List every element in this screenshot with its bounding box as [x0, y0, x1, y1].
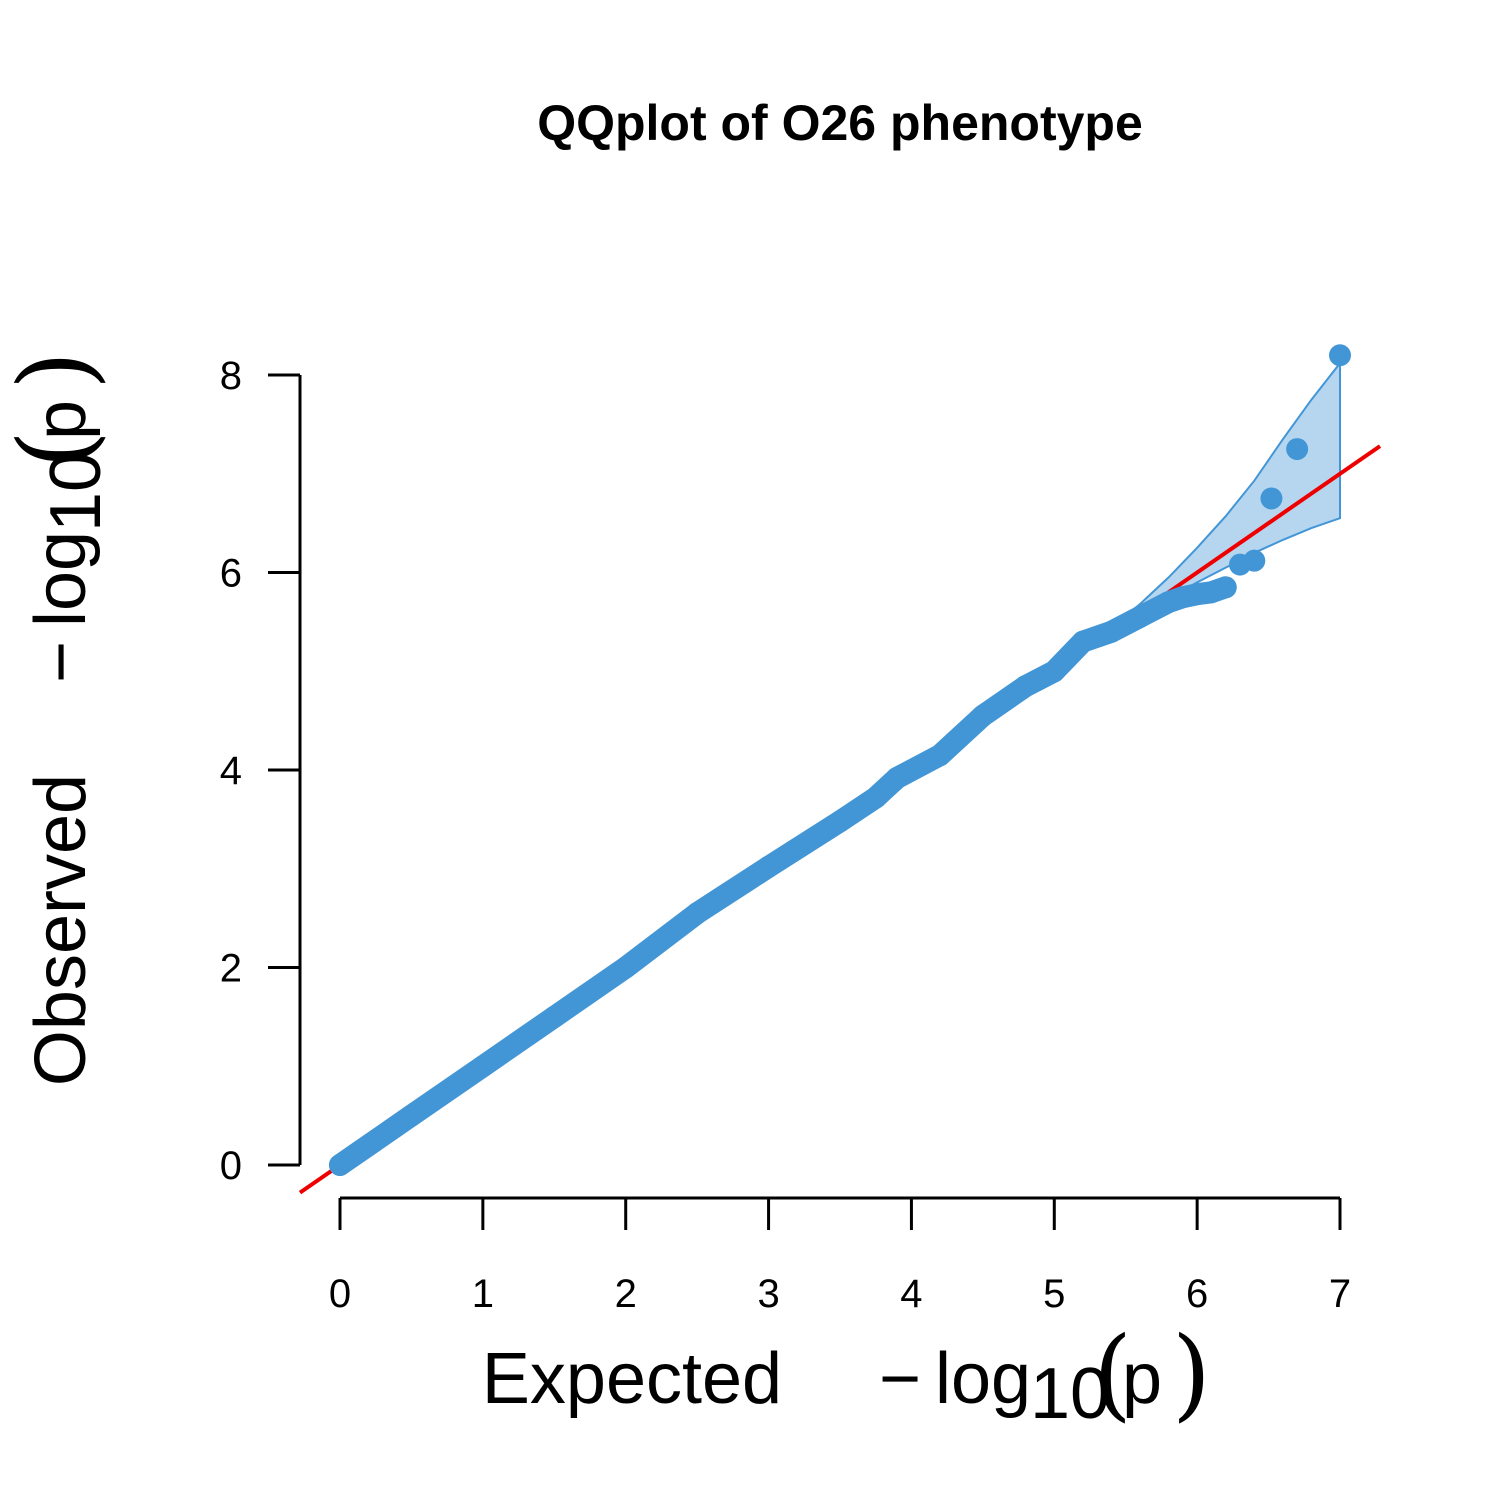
data-point — [971, 704, 994, 727]
data-point — [1286, 438, 1309, 461]
data-points-trace — [329, 576, 1237, 1176]
y-tick-label: 8 — [220, 354, 242, 398]
y-axis: 0 2 4 6 8 — [220, 354, 302, 1188]
data-point — [1214, 576, 1237, 599]
data-point — [1243, 549, 1266, 572]
data-point — [929, 744, 951, 767]
data-point — [1260, 487, 1283, 510]
y-tick-label: 6 — [220, 552, 242, 596]
x-axis-title: Expected − log 10 ( p ) — [482, 1315, 1211, 1434]
data-point — [757, 855, 780, 878]
data-point — [471, 1055, 494, 1078]
y-axis-title-close-paren: ) — [0, 351, 114, 390]
data-point — [864, 786, 887, 809]
x-tick-label: 5 — [1043, 1272, 1065, 1316]
data-point — [1129, 605, 1151, 628]
chart-title: QQplot of O26 phenotype — [537, 95, 1143, 151]
y-axis-title-base: 10 — [36, 452, 116, 532]
x-axis-title-close-paren: ) — [1172, 1315, 1211, 1432]
y-axis-title-open-paren: ( — [0, 430, 114, 469]
y-axis-title: Observed − log 10 ( p ) — [0, 351, 116, 1086]
x-tick-label: 1 — [472, 1272, 494, 1316]
data-point — [1071, 630, 1094, 653]
x-axis-title-var: p — [1122, 1339, 1162, 1419]
y-axis-title-minus: − — [21, 641, 101, 683]
data-point — [543, 1005, 566, 1028]
x-axis-title-minus: − — [879, 1339, 921, 1419]
x-tick-label: 7 — [1329, 1272, 1351, 1316]
data-point — [886, 766, 909, 789]
data-point — [329, 1154, 351, 1176]
y-tick-label: 0 — [220, 1144, 242, 1188]
x-axis: 0 1 2 3 4 5 6 7 — [329, 1196, 1351, 1316]
data-point — [829, 810, 851, 833]
x-tick-label: 6 — [1186, 1272, 1208, 1316]
y-tick-label: 2 — [220, 947, 242, 991]
x-tick-label: 2 — [615, 1272, 637, 1316]
y-axis-title-var: p — [21, 400, 101, 440]
x-axis-title-open-paren: ( — [1093, 1315, 1132, 1432]
y-axis-title-word: Observed — [21, 774, 101, 1086]
data-point — [1014, 675, 1037, 698]
y-tick-label: 4 — [220, 749, 242, 793]
x-axis-title-word: Expected — [482, 1339, 782, 1419]
y-axis-title-log: log — [21, 531, 101, 627]
x-axis-title-base: 10 — [1030, 1354, 1110, 1434]
x-tick-label: 0 — [329, 1272, 351, 1316]
data-point — [1043, 660, 1066, 683]
data-point — [1100, 620, 1123, 643]
data-point — [1329, 344, 1351, 367]
data-point — [614, 956, 637, 979]
x-tick-label: 4 — [900, 1272, 922, 1316]
x-tick-label: 3 — [757, 1272, 779, 1316]
data-point — [686, 902, 709, 925]
data-point — [400, 1104, 423, 1127]
x-axis-title-log: log — [935, 1339, 1031, 1419]
data-points-layer — [329, 344, 1351, 1176]
